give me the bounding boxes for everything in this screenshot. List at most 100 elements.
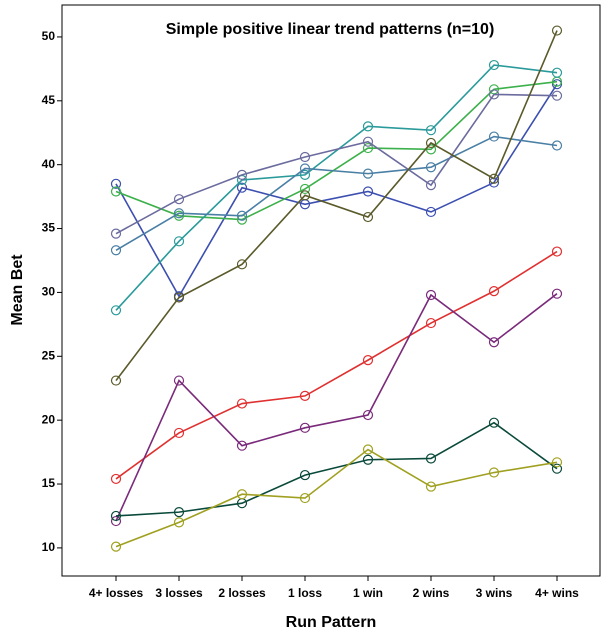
- point-marker: [173, 236, 185, 247]
- x-tick-label: 1 loss: [288, 586, 322, 600]
- series-line: [115, 64, 558, 311]
- point-marker: [551, 140, 563, 151]
- point-marker: [488, 337, 500, 348]
- point-marker: [236, 440, 248, 451]
- point-marker: [488, 89, 500, 100]
- point-marker: [110, 245, 122, 256]
- point-marker: [110, 541, 122, 552]
- point-marker: [299, 492, 311, 504]
- point-marker: [425, 125, 437, 136]
- point-marker: [551, 246, 563, 257]
- series-line: [115, 421, 558, 517]
- y-tick-label: 25: [42, 348, 56, 362]
- y-tick-label: 45: [42, 93, 56, 107]
- point-marker: [488, 59, 500, 71]
- point-marker: [110, 375, 122, 386]
- y-tick-label: 35: [42, 221, 56, 235]
- point-marker: [551, 457, 563, 468]
- series-line: [115, 448, 558, 548]
- point-marker: [362, 142, 374, 154]
- plot-frame: [61, 4, 601, 577]
- point-marker: [299, 190, 311, 201]
- point-marker: [362, 136, 374, 147]
- point-marker: [488, 286, 500, 297]
- point-marker: [425, 453, 437, 464]
- x-tick-label: 4+ losses: [89, 586, 144, 600]
- x-tick-label: 3 wins: [476, 586, 513, 600]
- x-tick-label: 2 losses: [218, 586, 266, 600]
- point-marker: [173, 427, 185, 439]
- point-marker: [425, 137, 437, 149]
- point-marker: [236, 210, 248, 221]
- point-marker: [110, 186, 122, 197]
- point-marker: [488, 467, 500, 478]
- point-marker: [299, 390, 311, 401]
- series-line: [115, 135, 558, 251]
- y-tick-label: 50: [42, 29, 56, 43]
- point-marker: [551, 463, 563, 474]
- y-tick-label: 30: [42, 285, 56, 299]
- point-marker: [488, 417, 500, 428]
- point-marker: [425, 481, 437, 492]
- point-marker: [299, 469, 311, 481]
- point-marker: [425, 206, 437, 218]
- x-axis-label: Run Pattern: [286, 614, 377, 631]
- point-marker: [236, 182, 248, 193]
- y-tick-label: 10: [42, 540, 56, 554]
- point-marker: [425, 317, 437, 329]
- point-marker: [173, 208, 185, 219]
- series-line: [115, 80, 558, 221]
- point-marker: [110, 473, 122, 485]
- point-marker: [551, 90, 563, 101]
- point-marker: [110, 305, 122, 316]
- point-marker: [362, 121, 374, 132]
- point-marker: [110, 510, 122, 522]
- x-tick-label: 1 win: [353, 586, 383, 600]
- point-marker: [362, 186, 374, 197]
- point-marker: [299, 163, 311, 174]
- point-marker: [362, 454, 374, 465]
- point-marker: [299, 169, 311, 180]
- point-marker: [299, 422, 311, 433]
- point-marker: [110, 515, 122, 527]
- point-marker: [425, 289, 437, 301]
- x-tick-label: 3 losses: [155, 586, 203, 600]
- point-marker: [551, 67, 563, 78]
- point-marker: [173, 517, 185, 528]
- series-line: [115, 293, 558, 522]
- point-marker: [173, 292, 185, 303]
- y-tick-label: 15: [42, 476, 56, 490]
- series-line: [115, 93, 558, 235]
- series-line: [115, 83, 558, 298]
- point-marker: [551, 79, 563, 90]
- x-tick-label: 2 wins: [413, 586, 450, 600]
- point-marker: [488, 131, 500, 142]
- point-marker: [236, 489, 248, 500]
- point-marker: [236, 398, 248, 409]
- y-axis-label: Mean Bet: [9, 254, 26, 326]
- point-marker: [299, 183, 311, 195]
- point-marker: [488, 173, 500, 184]
- point-marker: [362, 444, 374, 455]
- point-marker: [362, 409, 374, 421]
- point-marker: [173, 507, 185, 518]
- point-marker: [551, 25, 563, 36]
- point-marker: [236, 259, 248, 270]
- point-marker: [173, 194, 185, 205]
- point-marker: [551, 288, 563, 299]
- point-marker: [173, 375, 185, 386]
- series-line: [115, 250, 558, 480]
- x-tick-label: 4+ wins: [535, 586, 579, 600]
- series-line: [115, 30, 558, 382]
- point-marker: [362, 211, 374, 223]
- point-marker: [236, 169, 248, 180]
- point-marker: [362, 168, 374, 179]
- chart-title: Simple positive linear trend patterns (n…: [166, 21, 495, 38]
- point-marker: [425, 180, 437, 191]
- point-marker: [362, 355, 374, 366]
- y-tick-label: 40: [42, 157, 56, 171]
- point-marker: [110, 178, 122, 189]
- point-marker: [425, 162, 437, 173]
- y-tick-label: 20: [42, 412, 56, 426]
